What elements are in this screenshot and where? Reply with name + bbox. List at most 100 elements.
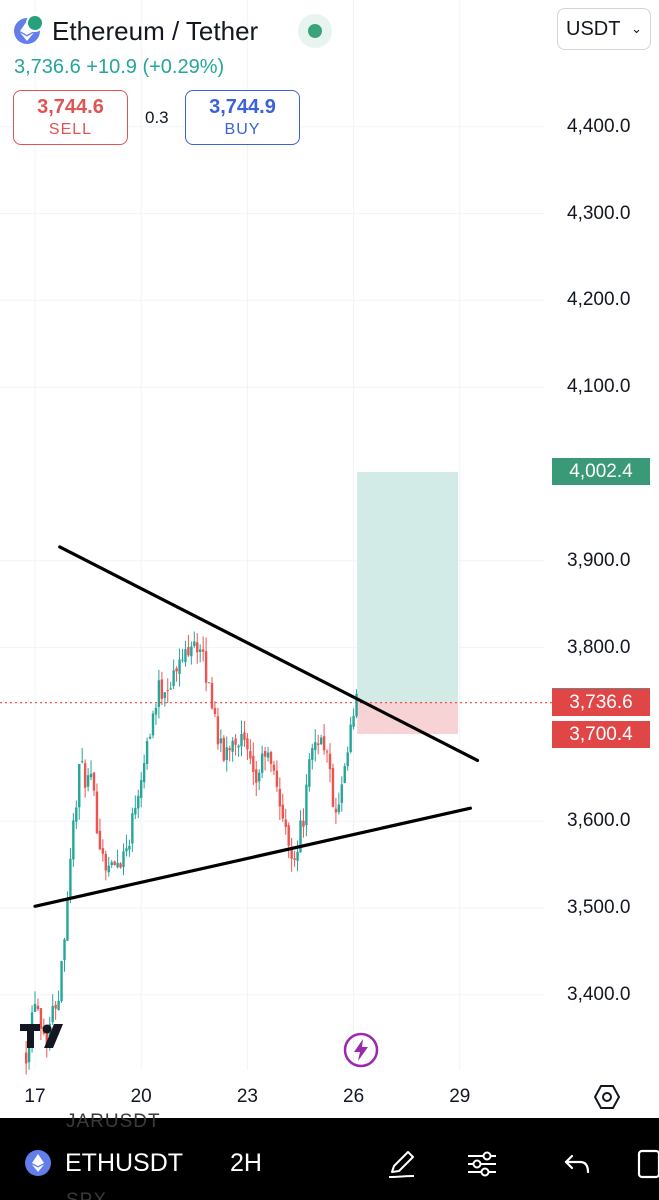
candle-body-61 bbox=[204, 651, 208, 683]
candle-body-59 bbox=[199, 649, 202, 652]
candle-body-47 bbox=[163, 692, 166, 699]
candle-body-107 bbox=[340, 784, 343, 803]
symbol-button[interactable]: ETHUSDT bbox=[65, 1149, 184, 1177]
candle-body-46 bbox=[160, 679, 164, 699]
candle-body-85 bbox=[275, 770, 279, 787]
sell-button[interactable]: 3,744.6 SELL bbox=[13, 90, 128, 145]
candle-body-90 bbox=[290, 847, 293, 859]
candle-body-99 bbox=[317, 743, 320, 745]
y-tick-label: 3,600.0 bbox=[567, 810, 631, 832]
flash-icon[interactable] bbox=[343, 1032, 379, 1068]
buy-label: BUY bbox=[224, 121, 261, 138]
y-tick-label: 4,200.0 bbox=[567, 289, 631, 311]
candle-body-79 bbox=[258, 772, 261, 782]
candle-body-9 bbox=[51, 1005, 54, 1023]
interval-button[interactable]: 2H bbox=[230, 1149, 262, 1177]
trendline-resistance bbox=[58, 545, 480, 763]
buy-price: 3,744.9 bbox=[209, 96, 276, 118]
candle-body-35 bbox=[128, 845, 131, 850]
candle-body-109 bbox=[346, 752, 349, 767]
candle-body-89 bbox=[287, 825, 290, 846]
chevron-down-icon: ⌄ bbox=[631, 21, 642, 36]
candle-body-53 bbox=[181, 659, 184, 661]
candle-body-105 bbox=[334, 808, 338, 813]
candle-body-29 bbox=[110, 862, 113, 866]
candle-body-23 bbox=[92, 772, 96, 791]
candle-body-100 bbox=[319, 737, 323, 745]
candle-body-58 bbox=[196, 642, 199, 653]
candle-body-52 bbox=[178, 659, 181, 674]
candle-body-87 bbox=[281, 804, 284, 819]
candle-body-111 bbox=[352, 715, 355, 727]
candle-body-76 bbox=[249, 751, 252, 759]
price-chart[interactable] bbox=[0, 0, 659, 1118]
candle-body-10 bbox=[54, 1004, 57, 1009]
pair-header[interactable]: Ethereum / Tether bbox=[14, 14, 258, 48]
candle-body-20 bbox=[83, 763, 87, 788]
candle-body-14 bbox=[66, 897, 69, 941]
candle-body-69 bbox=[228, 748, 231, 751]
candle-body-49 bbox=[169, 688, 172, 690]
indicators-sliders-icon[interactable] bbox=[466, 1148, 498, 1180]
candle-body-3 bbox=[33, 1003, 37, 1012]
candle-body-63 bbox=[210, 683, 214, 709]
undo-icon[interactable] bbox=[562, 1148, 594, 1180]
candle-body-0 bbox=[24, 1052, 28, 1064]
settings-icon[interactable] bbox=[594, 1084, 620, 1110]
price-tag: 3,736.6 bbox=[552, 689, 650, 717]
candle-body-7 bbox=[45, 1031, 48, 1045]
buy-button[interactable]: 3,744.9 BUY bbox=[185, 90, 300, 145]
ethereum-logo-icon bbox=[14, 14, 44, 44]
candle-body-57 bbox=[193, 641, 196, 647]
candle-body-62 bbox=[207, 682, 211, 684]
candle-body-33 bbox=[122, 851, 125, 868]
candle-body-4 bbox=[36, 1005, 40, 1010]
candle-body-8 bbox=[48, 1023, 51, 1043]
candle-body-86 bbox=[278, 789, 282, 807]
candle-body-60 bbox=[201, 649, 205, 652]
candle-body-22 bbox=[89, 773, 93, 778]
more-icon[interactable] bbox=[635, 1148, 659, 1180]
candle-body-77 bbox=[252, 755, 255, 773]
scroll-ghost-symbol: JARUSDT bbox=[66, 1111, 161, 1132]
spread-value: 0.3 bbox=[145, 108, 169, 127]
candle-body-84 bbox=[272, 764, 276, 771]
candle-body-25 bbox=[98, 830, 102, 850]
y-tick-label: 3,400.0 bbox=[567, 983, 631, 1005]
candle-body-21 bbox=[86, 775, 90, 787]
candle-body-73 bbox=[240, 733, 243, 747]
candle-body-54 bbox=[184, 649, 187, 663]
candle-body-96 bbox=[308, 759, 311, 787]
y-tick-label: 3,800.0 bbox=[567, 636, 631, 658]
candle-body-102 bbox=[325, 751, 329, 753]
candle-body-15 bbox=[69, 858, 72, 898]
currency-select[interactable]: USDT ⌄ bbox=[557, 8, 651, 50]
draw-pen-icon[interactable] bbox=[386, 1148, 418, 1180]
candle-body-16 bbox=[72, 820, 75, 860]
x-tick-label: 29 bbox=[449, 1086, 471, 1107]
candle-body-78 bbox=[255, 769, 258, 783]
candle-body-65 bbox=[216, 716, 220, 745]
tradingview-logo-icon bbox=[20, 1024, 63, 1048]
currency-value: USDT bbox=[566, 17, 621, 40]
candle-body-36 bbox=[131, 813, 134, 844]
target-zone bbox=[357, 471, 459, 702]
candle-body-24 bbox=[95, 791, 99, 834]
candle-body-75 bbox=[246, 738, 249, 750]
candle-body-5 bbox=[39, 1008, 43, 1029]
candle-body-71 bbox=[234, 738, 237, 745]
candle-body-13 bbox=[63, 939, 66, 961]
bottom-toolbar bbox=[0, 1118, 659, 1200]
ethereum-icon bbox=[25, 1150, 51, 1176]
candle-body-93 bbox=[299, 820, 302, 853]
candle-body-83 bbox=[269, 752, 273, 764]
candle-body-68 bbox=[225, 747, 228, 761]
candle-body-41 bbox=[145, 741, 149, 764]
candle-body-95 bbox=[305, 784, 308, 826]
tether-badge-icon bbox=[26, 14, 44, 32]
candle-body-42 bbox=[148, 736, 152, 739]
candle-body-37 bbox=[134, 807, 137, 815]
price-change: 3,736.6 +10.9 (+0.29%) bbox=[14, 56, 225, 78]
trendline-support bbox=[33, 806, 473, 908]
